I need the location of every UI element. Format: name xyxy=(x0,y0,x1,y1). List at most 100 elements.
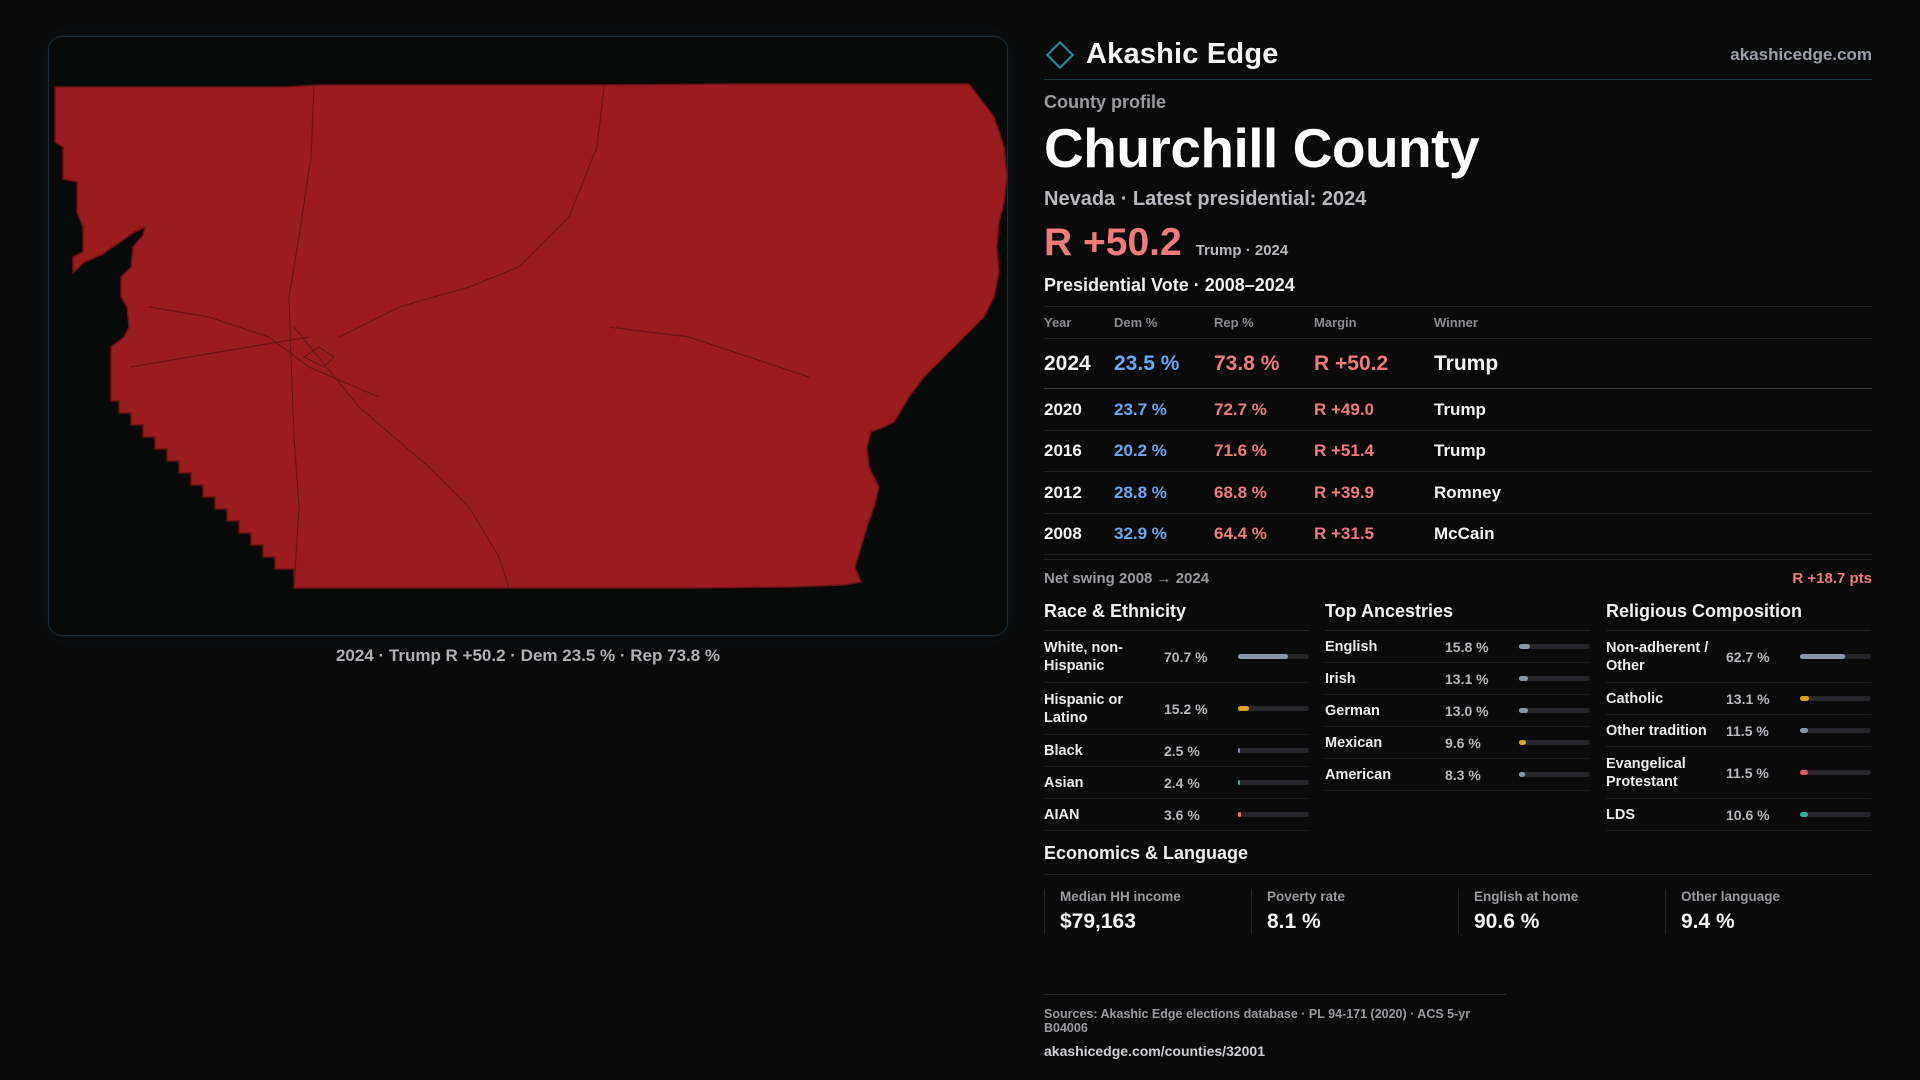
rep-cell: 64.4 % xyxy=(1214,513,1314,556)
ancestry-percent: 9.6 % xyxy=(1445,734,1481,751)
headline-margin: R +50.2 xyxy=(1044,221,1182,265)
county-map[interactable] xyxy=(48,36,1008,636)
column-header-dem: Dem % xyxy=(1114,307,1214,340)
column-header-winner: Winner xyxy=(1434,307,1872,340)
religion-title: Religious Composition xyxy=(1606,601,1871,632)
dem-cell: 20.2 % xyxy=(1114,430,1214,473)
religion-percent: 13.1 % xyxy=(1726,690,1770,707)
table-row: 2012 28.8 % 68.8 % R +39.9 Romney xyxy=(1044,471,1872,514)
column-header-year: Year xyxy=(1044,307,1114,340)
stat-value: 8.1 % xyxy=(1267,910,1321,934)
list-item: White, non-Hispanic 70.7 % xyxy=(1044,631,1309,684)
year-cell: 2012 xyxy=(1044,471,1114,514)
winner-cell: Trump xyxy=(1434,430,1872,473)
list-item: LDS 10.6 % xyxy=(1606,799,1871,832)
margin-cell: R +51.4 xyxy=(1314,430,1434,473)
stat-label: Poverty rate xyxy=(1267,889,1346,905)
stat-value: 9.4 % xyxy=(1681,910,1735,934)
table-row: 2024 23.5 % 73.8 % R +50.2 Trump xyxy=(1044,338,1872,390)
year-cell: 2016 xyxy=(1044,430,1114,473)
net-swing-value: R +18.7 pts xyxy=(1792,570,1872,588)
margin-cell: R +49.0 xyxy=(1314,388,1434,431)
race-bar-fill xyxy=(1238,812,1241,818)
list-item: Other tradition 11.5 % xyxy=(1606,715,1871,748)
race-bar xyxy=(1238,780,1309,786)
list-item: Black 2.5 % xyxy=(1044,735,1309,768)
list-item: Asian 2.4 % xyxy=(1044,767,1309,800)
brand[interactable]: Akashic Edge xyxy=(1044,38,1279,71)
ancestry-percent: 8.3 % xyxy=(1445,766,1481,783)
dem-cell: 23.5 % xyxy=(1114,338,1214,390)
religion-percent: 11.5 % xyxy=(1726,722,1769,739)
race-bar xyxy=(1238,654,1309,660)
net-swing-label: Net swing 2008 → 2024 xyxy=(1044,570,1210,588)
year-cell: 2020 xyxy=(1044,388,1114,431)
religion-bar xyxy=(1800,812,1871,818)
economics-grid: Median HH income $79,163 Poverty rate 8.… xyxy=(1044,889,1872,935)
footer-url[interactable]: akashicedge.com/counties/32001 xyxy=(1044,1043,1265,1059)
dem-cell: 23.7 % xyxy=(1114,388,1214,431)
religion-bar-fill xyxy=(1800,654,1845,660)
stat-label: Median HH income xyxy=(1060,889,1181,905)
brand-name: Akashic Edge xyxy=(1086,38,1279,70)
stat-card: English at home 90.6 % xyxy=(1458,889,1665,935)
ancestry-bar-fill xyxy=(1519,676,1529,682)
winner-cell: McCain xyxy=(1434,513,1872,556)
brand-bar: Akashic Edge akashicedge.com xyxy=(1044,30,1872,80)
rep-cell: 71.6 % xyxy=(1214,430,1314,473)
ancestry-percent: 13.0 % xyxy=(1445,702,1489,719)
profile-label: County profile xyxy=(1044,92,1166,112)
list-item: AIAN 3.6 % xyxy=(1044,799,1309,832)
religion-bar xyxy=(1800,696,1871,702)
rep-cell: 68.8 % xyxy=(1214,471,1314,514)
ancestry-bar xyxy=(1519,644,1590,650)
race-percent: 2.5 % xyxy=(1164,742,1200,759)
footer: Sources: Akashic Edge elections database… xyxy=(1044,994,1506,1059)
ancestry-bar xyxy=(1519,676,1590,682)
stat-card: Poverty rate 8.1 % xyxy=(1251,889,1458,935)
ancestry-bar xyxy=(1519,708,1590,714)
ancestry-label: American xyxy=(1325,766,1392,783)
ancestry-label: English xyxy=(1325,638,1378,655)
religion-percent: 11.5 % xyxy=(1726,764,1769,781)
race-label: White, non-Hispanic xyxy=(1044,639,1123,674)
race-bar xyxy=(1238,748,1309,754)
race-percent: 70.7 % xyxy=(1164,648,1208,665)
religion-bar-fill xyxy=(1800,696,1810,702)
race-label: AIAN xyxy=(1044,806,1080,823)
winner-cell: Trump xyxy=(1434,388,1872,431)
race-label: Asian xyxy=(1044,774,1084,791)
table-row: 2020 23.7 % 72.7 % R +49.0 Trump xyxy=(1044,388,1872,431)
county-shape[interactable] xyxy=(54,83,1007,589)
ancestry-bar-fill xyxy=(1519,708,1529,714)
sources-note: Sources: Akashic Edge elections database… xyxy=(1044,1007,1471,1035)
column-header-margin: Margin xyxy=(1314,307,1434,340)
vote-table: Year Dem % Rep % Margin Winner 2024 23.5… xyxy=(1044,307,1872,556)
religion-label: LDS xyxy=(1606,806,1635,823)
ancestry-label: Irish xyxy=(1325,670,1356,687)
race-bar xyxy=(1238,706,1309,712)
precinct-lines xyxy=(130,86,810,589)
race-bar-fill xyxy=(1238,748,1240,754)
brand-url[interactable]: akashicedge.com xyxy=(1730,44,1872,64)
religion-bar-fill xyxy=(1800,770,1809,776)
race-percent: 2.4 % xyxy=(1164,774,1200,791)
race-label: Black xyxy=(1044,742,1083,759)
list-item: Irish 13.1 % xyxy=(1325,663,1590,696)
religion-bar xyxy=(1800,654,1871,660)
list-item: Hispanic or Latino 15.2 % xyxy=(1044,683,1309,736)
list-item: American 8.3 % xyxy=(1325,759,1590,792)
list-item: Non-adherent / Other 62.7 % xyxy=(1606,631,1871,684)
race-bar xyxy=(1238,812,1309,818)
religion-bar xyxy=(1800,770,1871,776)
stat-label: English at home xyxy=(1474,889,1579,905)
economics-title: Economics & Language xyxy=(1044,843,1872,876)
vote-table-title: Presidential Vote · 2008–2024 xyxy=(1044,275,1872,308)
religion-section: Religious Composition Non-adherent / Oth… xyxy=(1606,601,1871,832)
table-row: 2008 32.9 % 64.4 % R +31.5 McCain xyxy=(1044,513,1872,556)
list-item: Mexican 9.6 % xyxy=(1325,727,1590,760)
religion-label: Other tradition xyxy=(1606,722,1707,739)
list-item: German 13.0 % xyxy=(1325,695,1590,728)
table-row: 2016 20.2 % 71.6 % R +51.4 Trump xyxy=(1044,430,1872,473)
